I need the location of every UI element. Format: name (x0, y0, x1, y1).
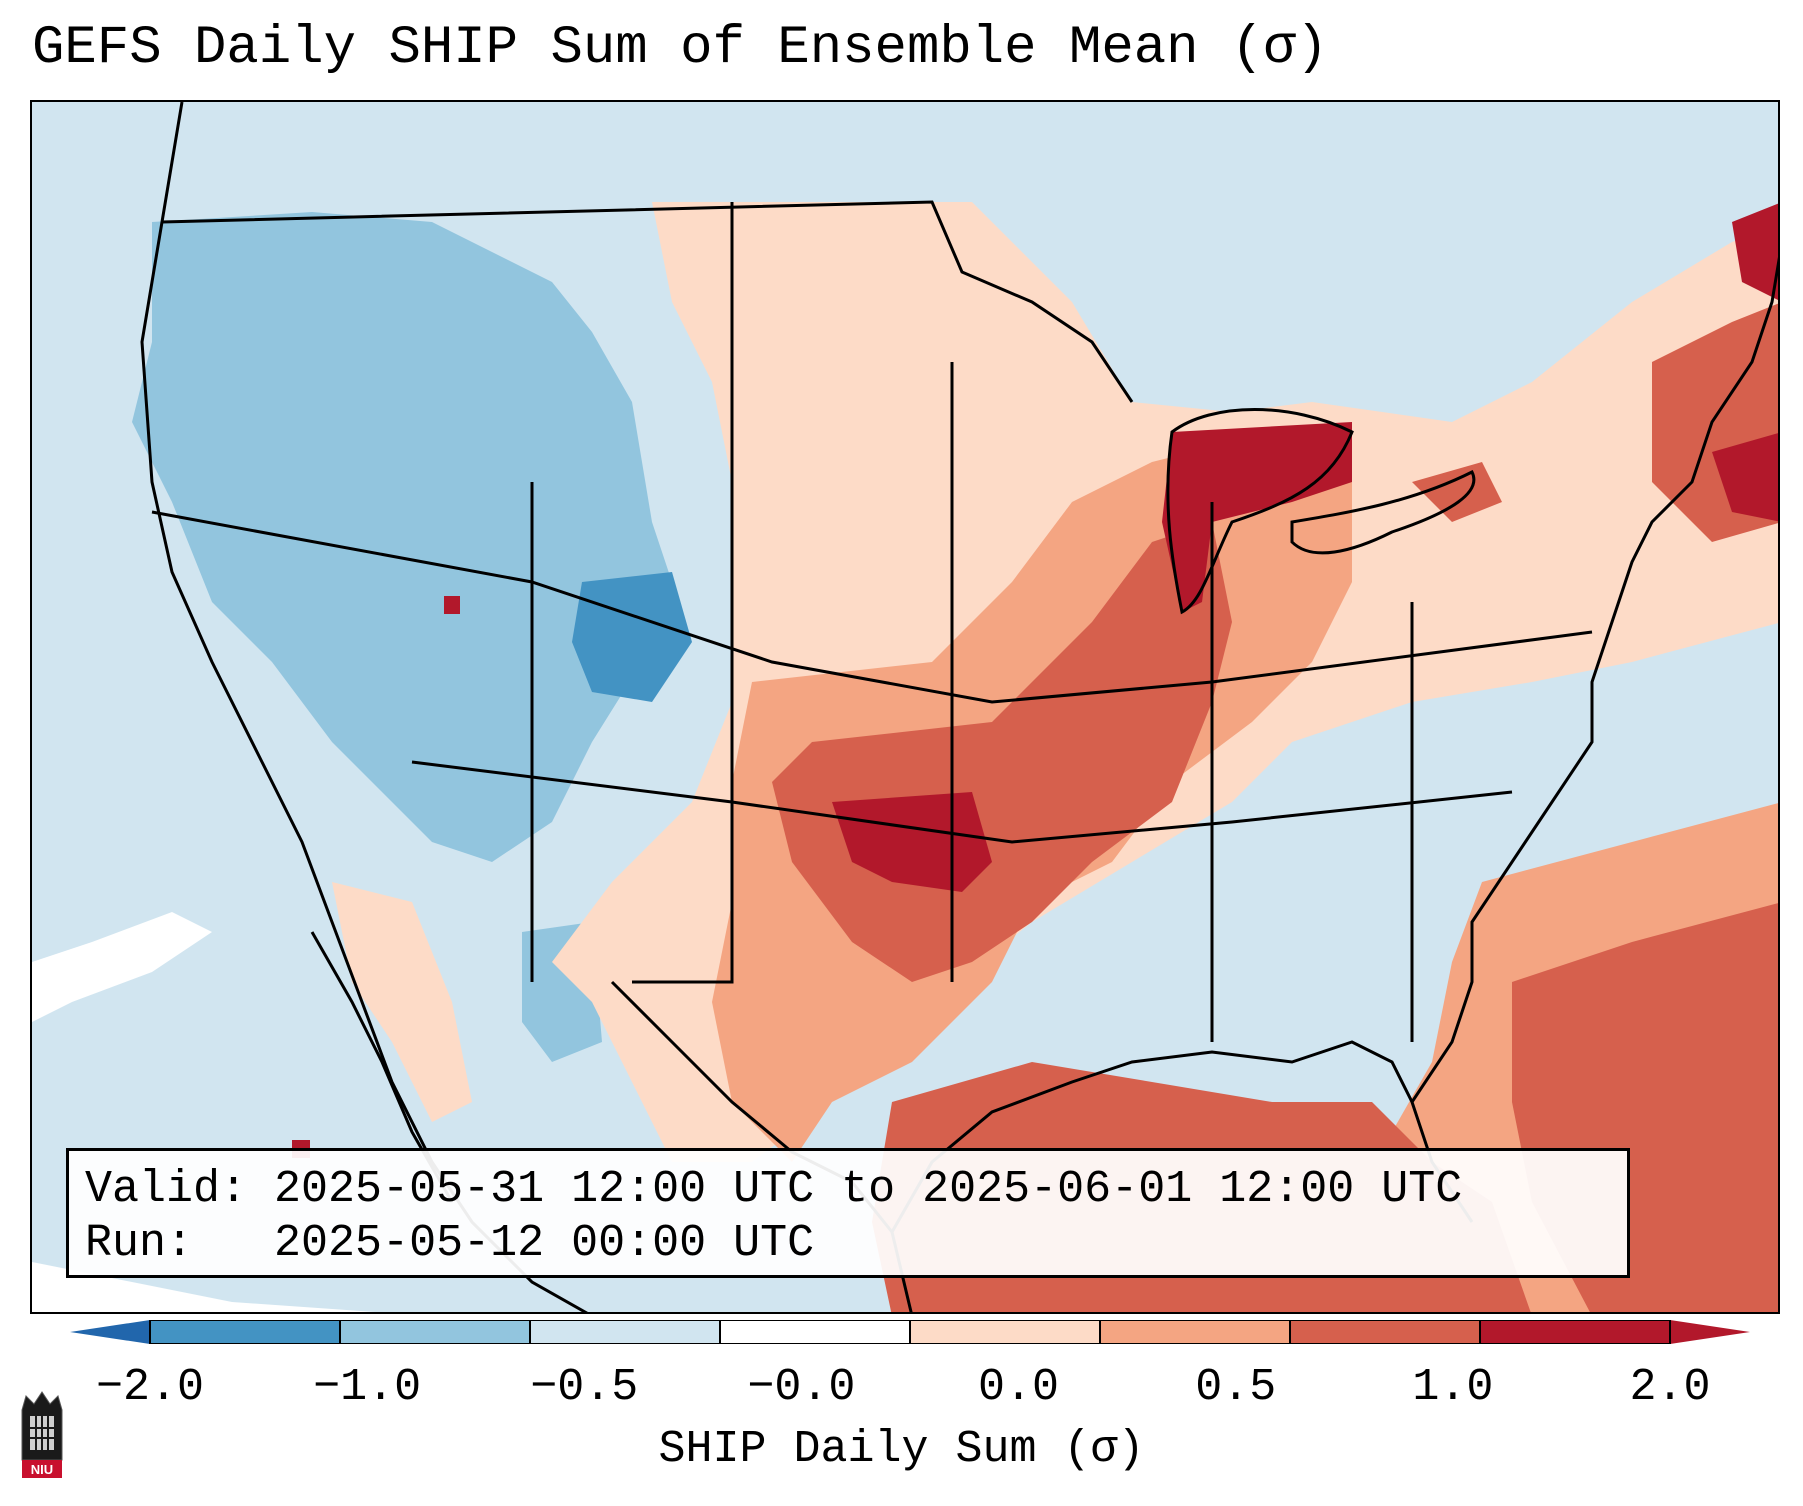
utah-positive-spot (444, 596, 460, 614)
valid-value: 2025-05-31 12:00 UTC to 2025-06-01 12:00… (274, 1164, 1463, 1215)
rockies-negative-region (132, 212, 672, 862)
southern-state-lines (411, 760, 1513, 844)
central-state-lines (151, 510, 1593, 704)
new-england-very-strong-positive-region (1712, 433, 1778, 522)
colorbar-segment (1480, 1320, 1671, 1344)
lake-erie-outline (1290, 469, 1476, 555)
colorbar-tick-label: 2.0 (1629, 1362, 1711, 1413)
colorbar-tick-label: −0.5 (530, 1362, 639, 1413)
pacific-neutral-area (32, 912, 212, 1022)
colorbar-segment (910, 1320, 1101, 1344)
colorbar-tick-label: 1.0 (1412, 1362, 1494, 1413)
colorbar (70, 1320, 1750, 1344)
map-panel (30, 100, 1780, 1314)
valid-label: Valid: (85, 1164, 248, 1215)
colorbar-over-arrow (1670, 1320, 1750, 1344)
colorbar-tick-label: −0.0 (747, 1362, 856, 1413)
canada-border (161, 200, 1134, 403)
colorbar-title: SHIP Daily Sum (σ) (658, 1424, 1145, 1475)
colorbar-under-arrow (70, 1320, 150, 1344)
lake-michigan-very-strong-positive-region (1162, 422, 1352, 612)
ontario-strong-positive-region (1412, 462, 1502, 522)
maine-very-strong-positive-region (1732, 203, 1778, 300)
colorbar-segment (150, 1320, 341, 1344)
run-row: Run: 2025-05-12 00:00 UTC (85, 1217, 1627, 1271)
atlantic-coastline (1410, 256, 1778, 1103)
chart-title: GEFS Daily SHIP Sum of Ensemble Mean (σ) (32, 18, 1329, 79)
lake-michigan-outline (1166, 408, 1354, 615)
new-mexico-border (632, 802, 734, 984)
colorbar-segment (1100, 1320, 1291, 1344)
baja-light-positive-region (332, 882, 472, 1122)
gulf-coastline (890, 1040, 1474, 1233)
colorbar-tick-label: −2.0 (95, 1362, 205, 1413)
colorbar-segment (720, 1320, 911, 1344)
colorbar-tick-label: 0.0 (978, 1362, 1060, 1413)
valid-run-info-box: Valid: 2025-05-31 12:00 UTC to 2025-06-0… (66, 1148, 1630, 1278)
colorbar-segment (530, 1320, 721, 1344)
colorbar-tick-label: 0.5 (1195, 1362, 1277, 1413)
valid-row: Valid: 2025-05-31 12:00 UTC to 2025-06-0… (85, 1163, 1627, 1217)
colorbar-tick-label: −1.0 (313, 1362, 422, 1413)
projection-edge-area (32, 1262, 375, 1312)
run-value: 2025-05-12 00:00 UTC (274, 1218, 815, 1269)
niu-logo-icon: NIU (21, 1391, 63, 1478)
run-label: Run: (85, 1218, 194, 1269)
colorbar-outline (149, 1320, 1671, 1344)
map-canvas (32, 102, 1778, 1312)
colorbar-segment (1290, 1320, 1481, 1344)
logo-text: NIU (31, 1462, 53, 1477)
colorbar-segment (340, 1320, 531, 1344)
